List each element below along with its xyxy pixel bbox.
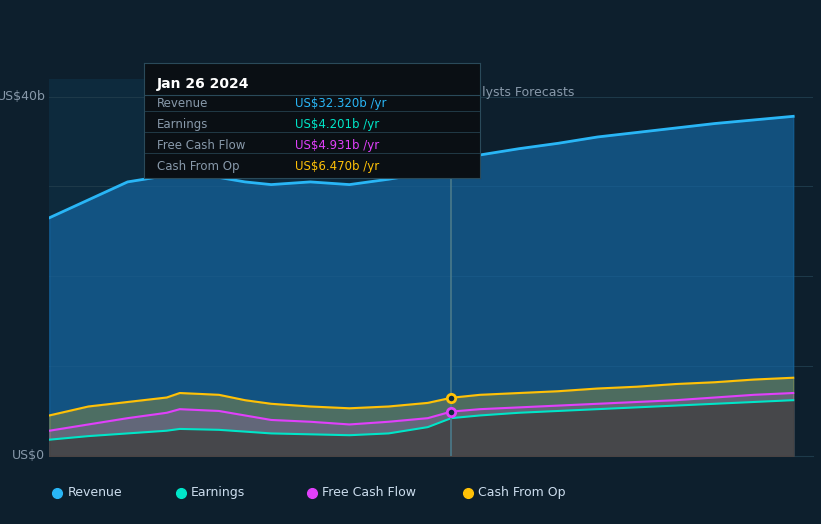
Text: US$4.931b /yr: US$4.931b /yr: [296, 139, 379, 152]
Text: Free Cash Flow: Free Cash Flow: [322, 486, 415, 499]
Text: US$0: US$0: [12, 450, 45, 462]
Text: US$32.320b /yr: US$32.320b /yr: [296, 97, 387, 111]
Text: Earnings: Earnings: [190, 486, 245, 499]
Text: Past: Past: [423, 86, 448, 99]
Text: Earnings: Earnings: [157, 118, 209, 131]
Text: Revenue: Revenue: [157, 97, 209, 111]
Text: Cash From Op: Cash From Op: [157, 160, 240, 173]
Text: Analysts Forecasts: Analysts Forecasts: [458, 86, 574, 99]
Bar: [452, 79, 813, 456]
Bar: [49, 79, 452, 456]
Text: Revenue: Revenue: [67, 486, 122, 499]
Text: US$40b: US$40b: [0, 90, 45, 103]
Text: US$6.470b /yr: US$6.470b /yr: [296, 160, 379, 173]
Text: Cash From Op: Cash From Op: [478, 486, 566, 499]
Text: US$4.201b /yr: US$4.201b /yr: [296, 118, 379, 131]
Text: Jan 26 2024: Jan 26 2024: [157, 77, 250, 91]
Text: Free Cash Flow: Free Cash Flow: [157, 139, 245, 152]
